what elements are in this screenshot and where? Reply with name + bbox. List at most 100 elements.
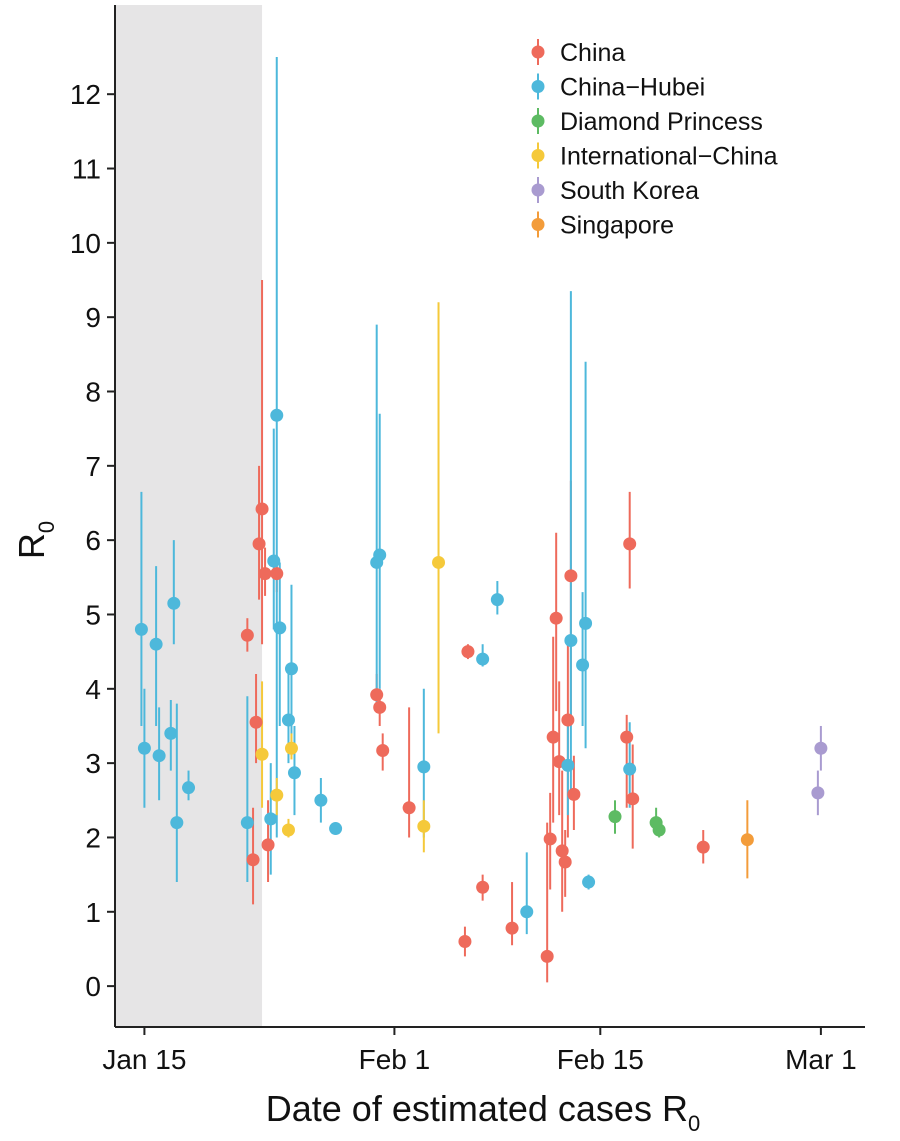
data-point bbox=[264, 812, 278, 826]
data-point bbox=[620, 730, 634, 744]
data-point bbox=[567, 787, 581, 801]
y-tick-label: 7 bbox=[85, 451, 101, 482]
x-tick-label: Jan 15 bbox=[102, 1044, 186, 1075]
data-point bbox=[370, 688, 384, 702]
data-point bbox=[281, 823, 295, 837]
data-point bbox=[284, 741, 298, 755]
data-point bbox=[281, 713, 295, 727]
data-point bbox=[270, 567, 284, 581]
data-point bbox=[261, 838, 275, 852]
legend-label: China−Hubei bbox=[560, 74, 705, 102]
x-tick-label: Feb 15 bbox=[557, 1044, 644, 1075]
data-point bbox=[376, 744, 390, 758]
y-tick-label: 2 bbox=[85, 822, 101, 853]
y-tick-label: 3 bbox=[85, 748, 101, 779]
data-point bbox=[520, 905, 534, 919]
y-tick-label: 1 bbox=[85, 897, 101, 928]
data-point bbox=[564, 633, 578, 647]
data-point bbox=[258, 567, 272, 581]
legend-key-dot bbox=[531, 183, 545, 197]
data-point bbox=[432, 555, 446, 569]
data-point bbox=[549, 611, 563, 625]
data-point bbox=[623, 537, 637, 551]
y-tick-label: 0 bbox=[85, 971, 101, 1002]
data-point bbox=[252, 537, 266, 551]
legend-label: South Korea bbox=[560, 177, 699, 205]
data-point bbox=[134, 622, 148, 636]
data-point bbox=[182, 781, 196, 795]
data-point bbox=[373, 700, 387, 714]
legend-key-dot bbox=[531, 218, 545, 231]
legend-key-dot bbox=[531, 149, 545, 162]
data-point bbox=[814, 741, 828, 755]
data-point bbox=[417, 760, 431, 774]
data-point bbox=[370, 555, 384, 569]
data-point bbox=[476, 652, 490, 666]
data-point bbox=[649, 816, 663, 830]
shaded-period bbox=[115, 5, 263, 1027]
data-point bbox=[558, 855, 572, 869]
y-tick-label: 6 bbox=[85, 525, 101, 556]
data-point bbox=[505, 921, 519, 935]
legend-key-dot bbox=[531, 45, 545, 59]
legend-key-dot bbox=[531, 80, 545, 93]
data-point bbox=[240, 816, 254, 830]
data-point bbox=[461, 645, 475, 659]
data-point bbox=[623, 762, 637, 776]
data-point bbox=[270, 408, 284, 422]
data-point bbox=[273, 621, 287, 635]
legend-label: Singapore bbox=[560, 212, 674, 240]
y-tick-label: 8 bbox=[85, 377, 101, 408]
data-point bbox=[240, 628, 254, 642]
data-point bbox=[546, 730, 560, 744]
data-point bbox=[417, 819, 431, 833]
legend-label: International−China bbox=[560, 143, 778, 171]
data-points bbox=[134, 408, 828, 963]
data-point bbox=[740, 833, 754, 847]
data-point bbox=[402, 801, 416, 815]
data-point bbox=[267, 554, 281, 568]
data-point bbox=[564, 569, 578, 583]
data-point bbox=[458, 935, 472, 949]
y-tick-label: 4 bbox=[85, 674, 101, 705]
y-tick-label: 5 bbox=[85, 599, 101, 630]
data-point bbox=[696, 840, 710, 854]
data-point bbox=[579, 616, 593, 630]
data-point bbox=[329, 822, 343, 836]
data-point bbox=[490, 593, 504, 607]
data-point bbox=[576, 658, 590, 672]
x-axis-title: Date of estimated cases R0 bbox=[266, 1088, 700, 1136]
y-tick-label: 9 bbox=[85, 302, 101, 333]
data-point bbox=[811, 786, 825, 800]
y-tick-label: 10 bbox=[70, 228, 101, 259]
data-point bbox=[540, 949, 554, 963]
x-axis-ticks: Jan 15 Feb 1 Feb 15 Mar 1 bbox=[102, 1027, 857, 1075]
data-point bbox=[287, 766, 301, 780]
data-point bbox=[246, 853, 260, 867]
data-point bbox=[270, 788, 284, 802]
legend-label: Diamond Princess bbox=[560, 108, 763, 136]
legend: China China−Hubei Diamond Princess Internat… bbox=[531, 39, 778, 240]
data-point bbox=[255, 502, 269, 516]
y-axis-title: R0 bbox=[11, 521, 59, 559]
data-point bbox=[582, 875, 596, 889]
y-tick-label: 12 bbox=[70, 79, 101, 110]
data-point bbox=[608, 810, 622, 824]
legend-key-dot bbox=[531, 114, 545, 128]
data-point bbox=[149, 637, 163, 651]
x-tick-label: Feb 1 bbox=[359, 1044, 431, 1075]
data-point bbox=[164, 726, 178, 740]
data-point bbox=[152, 749, 166, 763]
data-point bbox=[561, 713, 575, 727]
data-point bbox=[249, 715, 263, 729]
data-point bbox=[561, 758, 575, 772]
data-point bbox=[255, 747, 269, 761]
y-tick-label: 11 bbox=[72, 154, 101, 185]
data-point bbox=[555, 844, 569, 858]
data-point bbox=[137, 741, 151, 755]
data-point bbox=[543, 832, 557, 846]
legend-label: China bbox=[560, 39, 625, 67]
data-point bbox=[284, 662, 298, 676]
